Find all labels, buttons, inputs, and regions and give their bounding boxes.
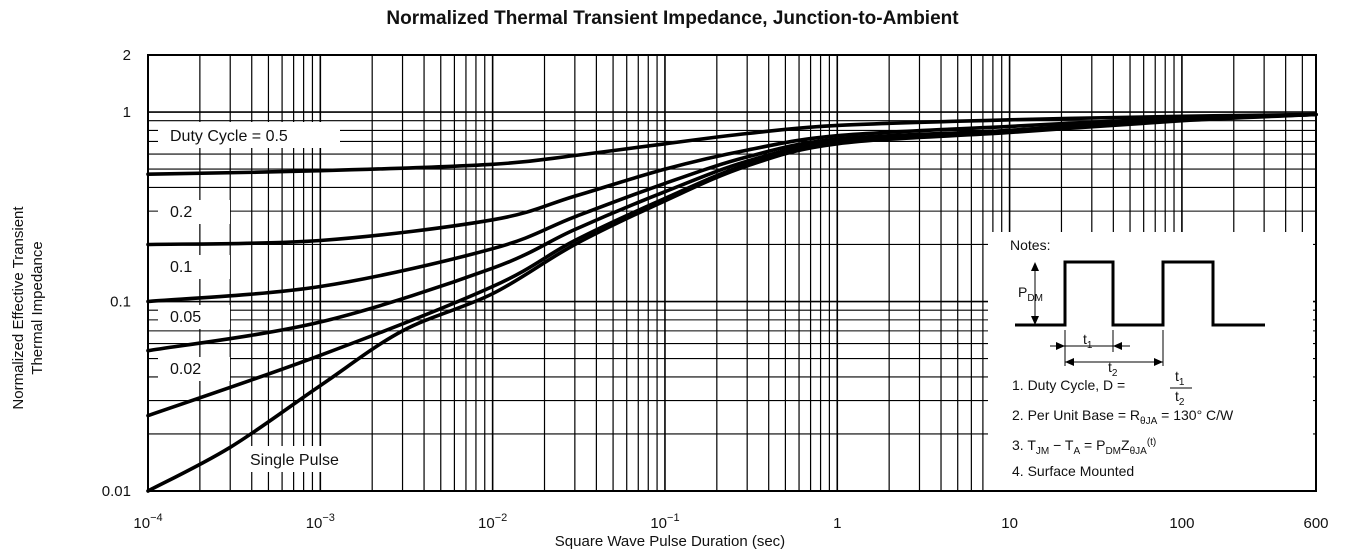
x-tick-label: 10 xyxy=(1001,515,1018,532)
plot-frame xyxy=(147,54,1317,492)
notes-heading: Notes: xyxy=(1010,237,1050,253)
x-tick-label: 10−2 xyxy=(478,512,507,532)
series-label-box-5 xyxy=(240,446,360,472)
series-line-5 xyxy=(146,112,1318,493)
note-1-fraction-numerator: t1 xyxy=(1175,368,1185,388)
x-axis-label: Square Wave Pulse Duration (sec) xyxy=(554,533,786,550)
t2-arrow-head-right xyxy=(1154,358,1163,366)
x-tick-label: 10−3 xyxy=(306,512,335,532)
series-label-0: Duty Cycle = 0.5 xyxy=(170,128,288,145)
notes-background xyxy=(988,232,1313,490)
x-tick-label: 600 xyxy=(1303,515,1328,532)
x-tick-label: 10−4 xyxy=(133,512,162,532)
series-label-3: 0.05 xyxy=(170,309,201,326)
series-label-box-0 xyxy=(158,122,340,148)
chart-title: Normalized Thermal Transient Impedance, … xyxy=(386,8,959,29)
series-labels: Duty Cycle = 0.5 0.2 0.1 0.05 0.02 Single Pul… xyxy=(158,122,360,472)
y-tick-labels: 2 1 0.1 0.01 xyxy=(102,47,131,500)
pdm-waveform xyxy=(1015,260,1265,327)
x-tick-label: 100 xyxy=(1169,515,1194,532)
note-2: 2. Per Unit Base = RθJA = 130° C/W xyxy=(1012,407,1234,427)
y-tick-label: 0.1 xyxy=(110,294,131,311)
x-tick-label: 1 xyxy=(833,515,841,532)
note-3: 3. TJM − TA = PDMZθJA(t) xyxy=(1012,437,1156,457)
pdm-label: PDM xyxy=(1018,284,1043,304)
series-label-box-2 xyxy=(158,255,230,279)
t2-arrow-head-left xyxy=(1065,358,1074,366)
t1-arrow-head-left xyxy=(1056,342,1065,350)
y-tick-label: 0.01 xyxy=(102,483,131,500)
note-1: 1. Duty Cycle, D = xyxy=(1012,377,1125,393)
pdm-arrow-head-bottom xyxy=(1031,316,1039,325)
series-lines xyxy=(146,112,1318,493)
series-label-5: Single Pulse xyxy=(250,452,339,469)
notes-box: Notes: PDM t1 t2 1. Duty Cycle, D = t1 t… xyxy=(988,232,1313,490)
t1-label: t1 xyxy=(1083,331,1093,351)
series-label-box-3 xyxy=(158,305,230,329)
y-tick-label: 1 xyxy=(123,104,131,121)
series-label-1: 0.2 xyxy=(170,204,192,221)
x-tick-labels: 10−4 10−3 10−2 10−1 1 10 100 600 xyxy=(133,512,1328,532)
t1-arrow-head-right xyxy=(1113,342,1122,350)
series-line-0 xyxy=(146,112,1318,176)
series-line-1 xyxy=(146,112,1318,247)
x-tick-label: 10−1 xyxy=(650,512,679,532)
series-label-4: 0.02 xyxy=(170,361,201,378)
series-label-2: 0.1 xyxy=(170,259,192,276)
series-label-box-1 xyxy=(158,200,230,224)
note-4: 4. Surface Mounted xyxy=(1012,463,1134,479)
series-label-box-4 xyxy=(158,357,230,381)
note-1-fraction-denominator: t2 xyxy=(1175,388,1185,408)
t2-label: t2 xyxy=(1108,359,1118,379)
y-tick-label: 2 xyxy=(123,47,131,64)
pdm-arrow-head-top xyxy=(1031,262,1039,271)
